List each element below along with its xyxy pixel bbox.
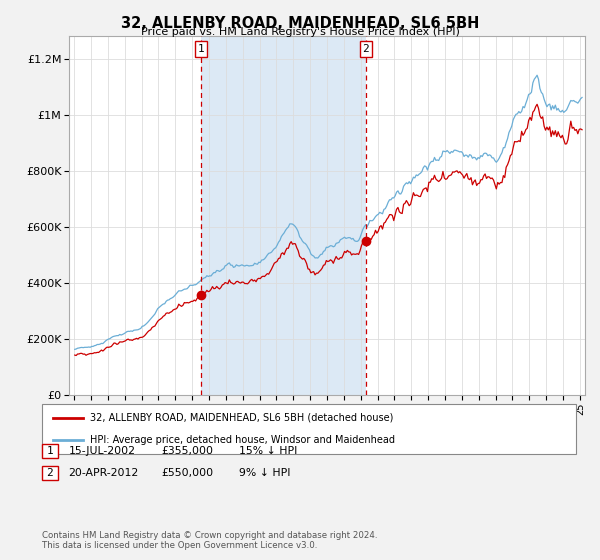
Text: 15% ↓ HPI: 15% ↓ HPI	[239, 446, 298, 456]
Text: HPI: Average price, detached house, Windsor and Maidenhead: HPI: Average price, detached house, Wind…	[90, 435, 395, 445]
Text: 20-APR-2012: 20-APR-2012	[68, 468, 139, 478]
Text: 15-JUL-2002: 15-JUL-2002	[68, 446, 136, 456]
Text: 32, ALLENBY ROAD, MAIDENHEAD, SL6 5BH (detached house): 32, ALLENBY ROAD, MAIDENHEAD, SL6 5BH (d…	[90, 413, 394, 423]
Text: 1: 1	[198, 44, 205, 54]
Text: 2: 2	[46, 468, 53, 478]
Text: 9% ↓ HPI: 9% ↓ HPI	[239, 468, 291, 478]
Text: Contains HM Land Registry data © Crown copyright and database right 2024.
This d: Contains HM Land Registry data © Crown c…	[42, 530, 377, 550]
Text: 32, ALLENBY ROAD, MAIDENHEAD, SL6 5BH: 32, ALLENBY ROAD, MAIDENHEAD, SL6 5BH	[121, 16, 479, 31]
Text: £550,000: £550,000	[161, 468, 214, 478]
Text: Price paid vs. HM Land Registry's House Price Index (HPI): Price paid vs. HM Land Registry's House …	[140, 27, 460, 37]
Text: 1: 1	[46, 446, 53, 456]
Text: 2: 2	[362, 44, 369, 54]
Bar	[201, 36, 366, 395]
Text: £355,000: £355,000	[161, 446, 214, 456]
